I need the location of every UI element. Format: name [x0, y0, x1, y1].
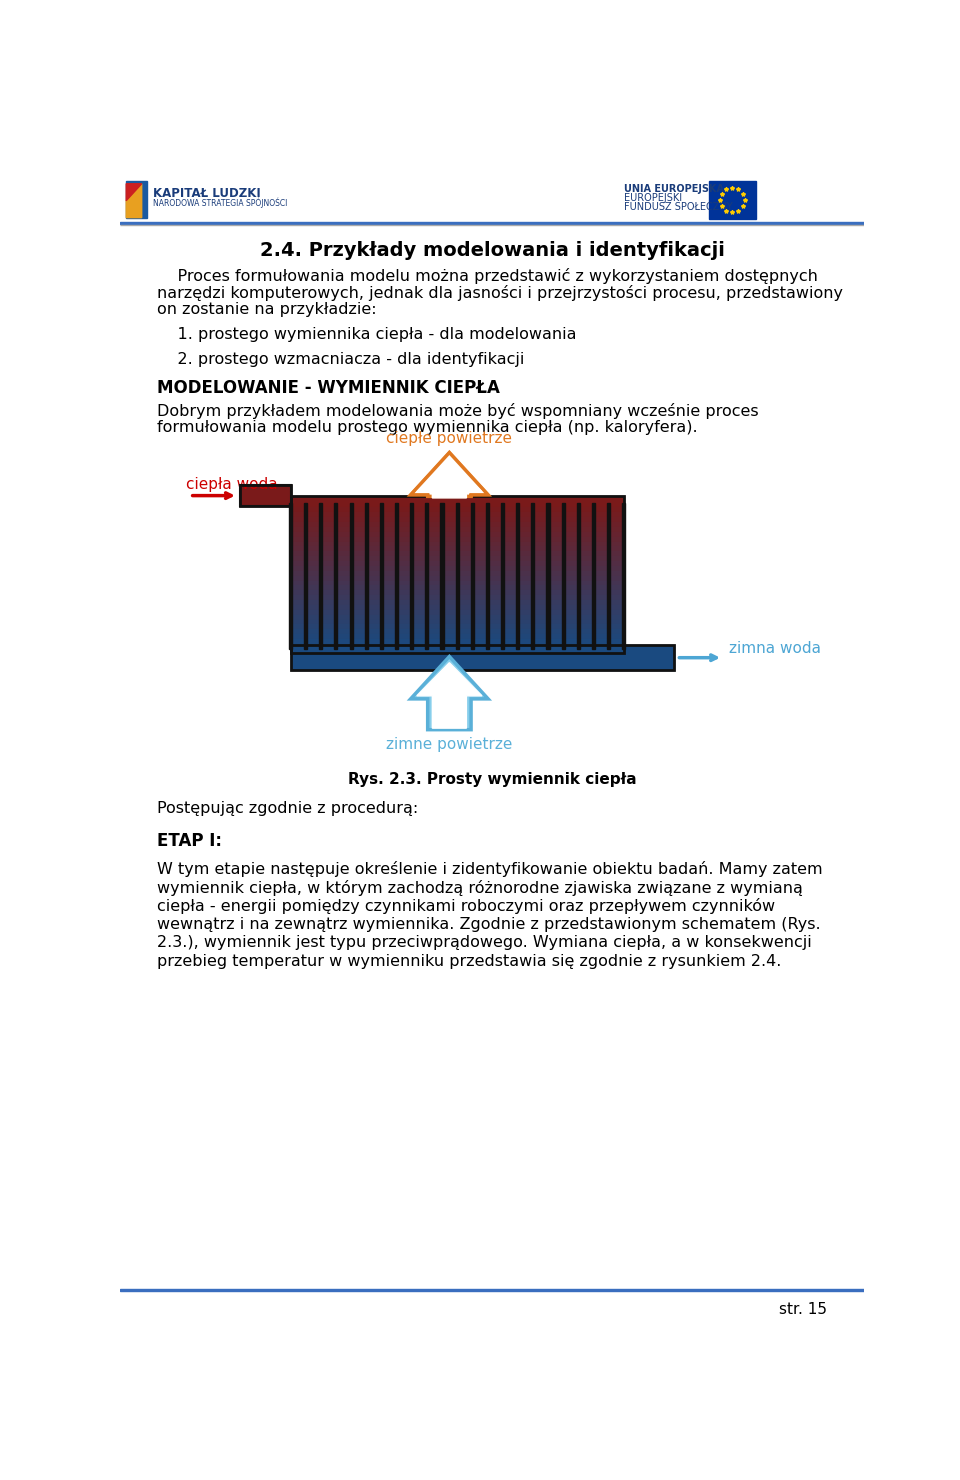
Bar: [365, 503, 368, 648]
Text: EUROPEJSKI: EUROPEJSKI: [624, 192, 682, 203]
Bar: [709, 181, 756, 219]
Text: FUNDUSZ SPOŁECZNY: FUNDUSZ SPOŁECZNY: [624, 203, 732, 212]
Text: wewnątrz i na zewnątrz wymiennika. Zgodnie z przedstawionym schematem (Rys.: wewnątrz i na zewnątrz wymiennika. Zgodn…: [157, 916, 821, 932]
Bar: [380, 503, 383, 648]
Bar: [291, 586, 624, 591]
Bar: [531, 503, 535, 648]
Text: zimne powietrze: zimne powietrze: [386, 737, 513, 752]
Text: str. 15: str. 15: [779, 1302, 827, 1317]
Bar: [291, 605, 624, 611]
Bar: [240, 485, 291, 506]
Bar: [291, 546, 624, 552]
Text: 2. prostego wzmacniacza - dla identyfikacji: 2. prostego wzmacniacza - dla identyfika…: [157, 352, 524, 367]
Bar: [501, 503, 504, 648]
Bar: [291, 571, 624, 576]
Text: narzędzi komputerowych, jednak dla jasności i przejrzystości procesu, przedstawi: narzędzi komputerowych, jednak dla jasno…: [157, 286, 843, 302]
Text: KAPITAŁ LUDZKI: KAPITAŁ LUDZKI: [153, 186, 260, 200]
Text: Proces formułowania modelu można przedstawić z wykorzystaniem dostępnych: Proces formułowania modelu można przedst…: [157, 268, 818, 284]
Bar: [291, 629, 624, 635]
Bar: [607, 503, 611, 648]
Bar: [425, 503, 428, 648]
Bar: [592, 503, 595, 648]
Bar: [291, 561, 624, 567]
Bar: [291, 565, 624, 571]
Text: W tym etapie następuje określenie i zidentyfikowanie obiektu badań. Mamy zatem: W tym etapie następuje określenie i zide…: [157, 861, 823, 878]
Polygon shape: [126, 182, 147, 218]
Bar: [349, 503, 352, 648]
Polygon shape: [126, 184, 142, 201]
Polygon shape: [411, 657, 488, 730]
Bar: [546, 503, 549, 648]
Text: 1. prostego wymiennika ciepła - dla modelowania: 1. prostego wymiennika ciepła - dla mode…: [157, 327, 577, 342]
Bar: [240, 485, 291, 506]
Bar: [291, 645, 674, 670]
Bar: [291, 517, 624, 522]
Bar: [291, 503, 624, 508]
Bar: [291, 614, 624, 620]
Text: 2.3.), wymiennik jest typu przeciwprądowego. Wymiana ciepła, a w konsekwencji: 2.3.), wymiennik jest typu przeciwprądow…: [157, 935, 812, 950]
Bar: [291, 645, 674, 670]
Bar: [291, 512, 624, 518]
Bar: [395, 503, 398, 648]
Bar: [410, 503, 413, 648]
Text: ciepła - energii pomiędzy czynnikami roboczymi oraz przepływem czynników: ciepła - energii pomiędzy czynnikami rob…: [157, 898, 776, 915]
Text: Rys. 2.3. Prosty wymiennik ciepła: Rys. 2.3. Prosty wymiennik ciepła: [348, 773, 636, 787]
Text: on zostanie na przykładzie:: on zostanie na przykładzie:: [157, 302, 377, 317]
Bar: [291, 625, 624, 630]
Bar: [441, 503, 444, 648]
Bar: [291, 580, 624, 586]
Bar: [456, 503, 459, 648]
Text: NARODOWA STRATEGIA SPÓJNOŚCI: NARODOWA STRATEGIA SPÓJNOŚCI: [153, 198, 287, 209]
Text: formułowania modelu prostego wymiennika ciepła (np. kaloryfera).: formułowania modelu prostego wymiennika …: [157, 420, 698, 435]
Text: ETAP I:: ETAP I:: [157, 832, 222, 850]
Bar: [470, 503, 474, 648]
Bar: [291, 635, 624, 639]
Polygon shape: [417, 663, 482, 728]
Text: Dobrym przykładem modelowania może być wspomniany wcześnie proces: Dobrym przykładem modelowania może być w…: [157, 403, 758, 419]
Bar: [291, 508, 624, 514]
Bar: [291, 531, 624, 537]
Bar: [291, 610, 624, 616]
Text: wymiennik ciepła, w którym zachodzą różnorodne zjawiska związane z wymianą: wymiennik ciepła, w którym zachodzą różn…: [157, 879, 804, 895]
Bar: [291, 496, 624, 505]
Bar: [291, 552, 624, 556]
Bar: [291, 522, 624, 528]
Bar: [291, 620, 624, 625]
Bar: [291, 591, 624, 596]
Bar: [334, 503, 338, 648]
Text: UNIA EUROPEJSKA: UNIA EUROPEJSKA: [624, 184, 724, 194]
Bar: [320, 503, 323, 648]
Bar: [291, 644, 624, 650]
Bar: [291, 542, 624, 548]
Bar: [291, 639, 624, 645]
Polygon shape: [411, 453, 488, 496]
Bar: [622, 503, 625, 648]
Text: Postępując zgodnie z procedurą:: Postępując zgodnie z procedurą:: [157, 801, 419, 817]
Bar: [486, 503, 489, 648]
Polygon shape: [411, 453, 488, 496]
Bar: [289, 503, 292, 648]
Bar: [516, 503, 519, 648]
Text: ciepła woda: ciepła woda: [186, 477, 277, 493]
Bar: [291, 496, 624, 653]
Bar: [304, 503, 307, 648]
Bar: [240, 485, 291, 506]
Bar: [291, 595, 624, 601]
Bar: [120, 222, 864, 223]
Text: 2.4. Przykłady modelowania i identyfikacji: 2.4. Przykłady modelowania i identyfikac…: [259, 241, 725, 260]
Polygon shape: [417, 459, 482, 497]
Bar: [291, 599, 624, 605]
Bar: [577, 503, 580, 648]
Bar: [291, 556, 624, 562]
Bar: [291, 576, 624, 582]
Bar: [291, 527, 624, 533]
Text: przebieg temperatur w wymienniku przedstawia się zgodnie z rysunkiem 2.4.: przebieg temperatur w wymienniku przedst…: [157, 953, 781, 969]
Bar: [291, 537, 624, 542]
Polygon shape: [126, 184, 142, 218]
Text: zimna woda: zimna woda: [730, 641, 821, 656]
Text: ciepłe powietrze: ciepłe powietrze: [386, 431, 513, 445]
Bar: [562, 503, 564, 648]
Text: MODELOWANIE - WYMIENNIK CIEPŁA: MODELOWANIE - WYMIENNIK CIEPŁA: [157, 379, 500, 397]
Bar: [120, 1289, 864, 1291]
